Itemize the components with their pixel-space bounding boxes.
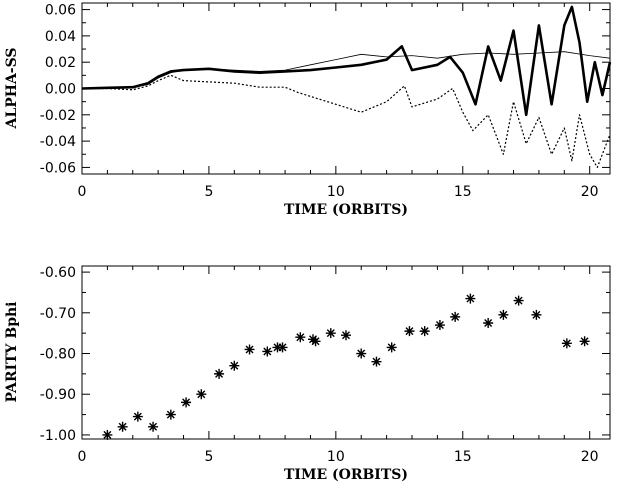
data-point <box>295 332 306 343</box>
x-axis-label: TIME (ORBITS) <box>284 467 408 483</box>
y-axis-label: PARITY Bphi <box>4 302 20 403</box>
x-tick-label: 10 <box>327 449 345 465</box>
y-tick-label: 0.04 <box>45 29 76 45</box>
data-point <box>513 295 524 306</box>
x-tick-label: 15 <box>454 449 472 465</box>
data-point <box>277 342 288 353</box>
data-point <box>483 317 494 328</box>
data-point <box>341 330 351 341</box>
data-point <box>561 338 572 349</box>
data-point <box>371 356 382 367</box>
data-point <box>325 328 336 339</box>
y-tick-label: -0.04 <box>40 134 76 150</box>
series-line-3 <box>82 74 611 168</box>
y-tick-label: -0.06 <box>40 160 76 176</box>
series-group <box>102 293 590 440</box>
parity-bphi-chart: 0 5 10 15 20 -1.00 -0.90 -0.80 -0.70 -0.60 TIME (… <box>4 265 611 483</box>
x-tick-label: 10 <box>327 184 345 200</box>
data-point <box>356 348 367 359</box>
x-tick-label: 20 <box>581 184 599 200</box>
series-group <box>81 5 612 168</box>
data-point <box>181 397 192 408</box>
y-tick-label: -0.70 <box>40 306 76 322</box>
data-point <box>244 344 255 355</box>
data-point <box>579 336 590 347</box>
data-point <box>196 389 207 400</box>
data-point <box>404 326 415 337</box>
x-tick-label: 0 <box>78 184 87 200</box>
axis-ticks: 0 5 10 15 20 -1.00 -0.90 -0.80 -0.70 -0.60 <box>40 265 610 465</box>
data-point <box>465 293 476 304</box>
data-point <box>102 429 113 440</box>
data-point <box>386 342 397 353</box>
data-point <box>117 421 128 432</box>
x-tick-label: 5 <box>204 184 213 200</box>
y-tick-label: -0.60 <box>40 265 76 281</box>
data-point <box>419 326 430 337</box>
data-point <box>498 309 509 320</box>
data-point <box>531 309 542 320</box>
axis-ticks: 0 5 10 15 20 -0.06 -0.04 -0.02 0.00 0.02 0.04 0.06 <box>40 3 610 200</box>
y-tick-label: -0.80 <box>40 347 76 363</box>
data-point <box>229 360 240 371</box>
x-tick-label: 20 <box>581 449 599 465</box>
data-point <box>148 421 159 432</box>
data-point <box>165 409 176 420</box>
data-point <box>262 346 273 357</box>
data-point <box>450 311 461 322</box>
data-point <box>214 368 225 379</box>
data-point <box>310 336 321 347</box>
y-axis-label: ALPHA-SS <box>4 47 20 129</box>
data-point <box>434 320 445 331</box>
y-tick-label: 0.00 <box>45 82 76 98</box>
x-tick-label: 5 <box>204 449 213 465</box>
y-tick-label: 0.02 <box>45 55 76 71</box>
x-tick-label: 0 <box>78 449 87 465</box>
y-tick-label: -0.90 <box>40 387 76 403</box>
x-tick-label: 15 <box>454 184 472 200</box>
y-tick-label: -1.00 <box>40 428 76 444</box>
data-point <box>132 411 143 422</box>
x-axis-label: TIME (ORBITS) <box>284 202 408 218</box>
plot-frame <box>81 265 611 440</box>
alpha-ss-chart: 0 5 10 15 20-0.06-0.04-0.020.000.020.040.06 … <box>4 2 612 218</box>
series-line-2 <box>81 5 612 117</box>
data-point <box>272 342 283 353</box>
y-tick-label: 0.06 <box>45 3 76 19</box>
y-tick-label: -0.02 <box>40 108 76 124</box>
